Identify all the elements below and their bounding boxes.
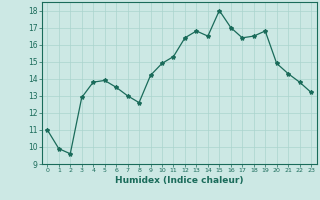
X-axis label: Humidex (Indice chaleur): Humidex (Indice chaleur): [115, 176, 244, 185]
